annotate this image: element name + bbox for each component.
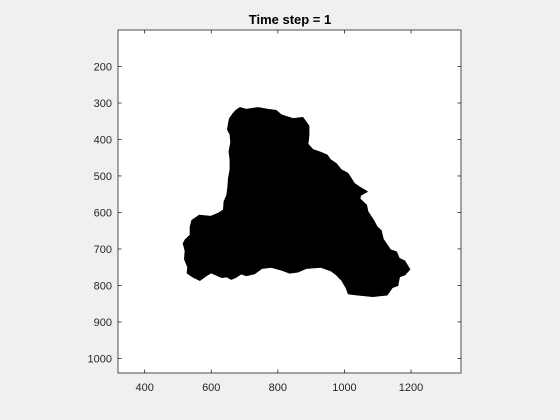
y-tick-label: 600	[94, 207, 112, 219]
x-tick-label: 1000	[332, 382, 356, 394]
region-layer	[182, 107, 411, 297]
y-tick-label: 500	[94, 171, 112, 183]
x-tick-label: 1200	[399, 382, 423, 394]
y-tick-label: 300	[94, 98, 112, 110]
x-tick-label: 600	[202, 382, 220, 394]
x-axis: 400 600 800 1000 1200	[135, 30, 423, 394]
y-tick-label: 200	[94, 61, 112, 73]
region-mask	[182, 107, 411, 297]
y-axis: 200 300 400 500 600 700 800 900 1000	[88, 61, 461, 365]
y-tick-label: 700	[94, 244, 112, 256]
plot-frame	[117, 29, 462, 374]
y-tick-label: 1000	[88, 353, 112, 365]
x-tick-label: 800	[269, 382, 287, 394]
x-tick-label: 400	[135, 382, 153, 394]
chart-title: Time step = 1	[249, 12, 332, 27]
y-tick-label: 800	[94, 280, 112, 292]
y-tick-label: 400	[94, 134, 112, 146]
y-tick-label: 900	[94, 317, 112, 329]
